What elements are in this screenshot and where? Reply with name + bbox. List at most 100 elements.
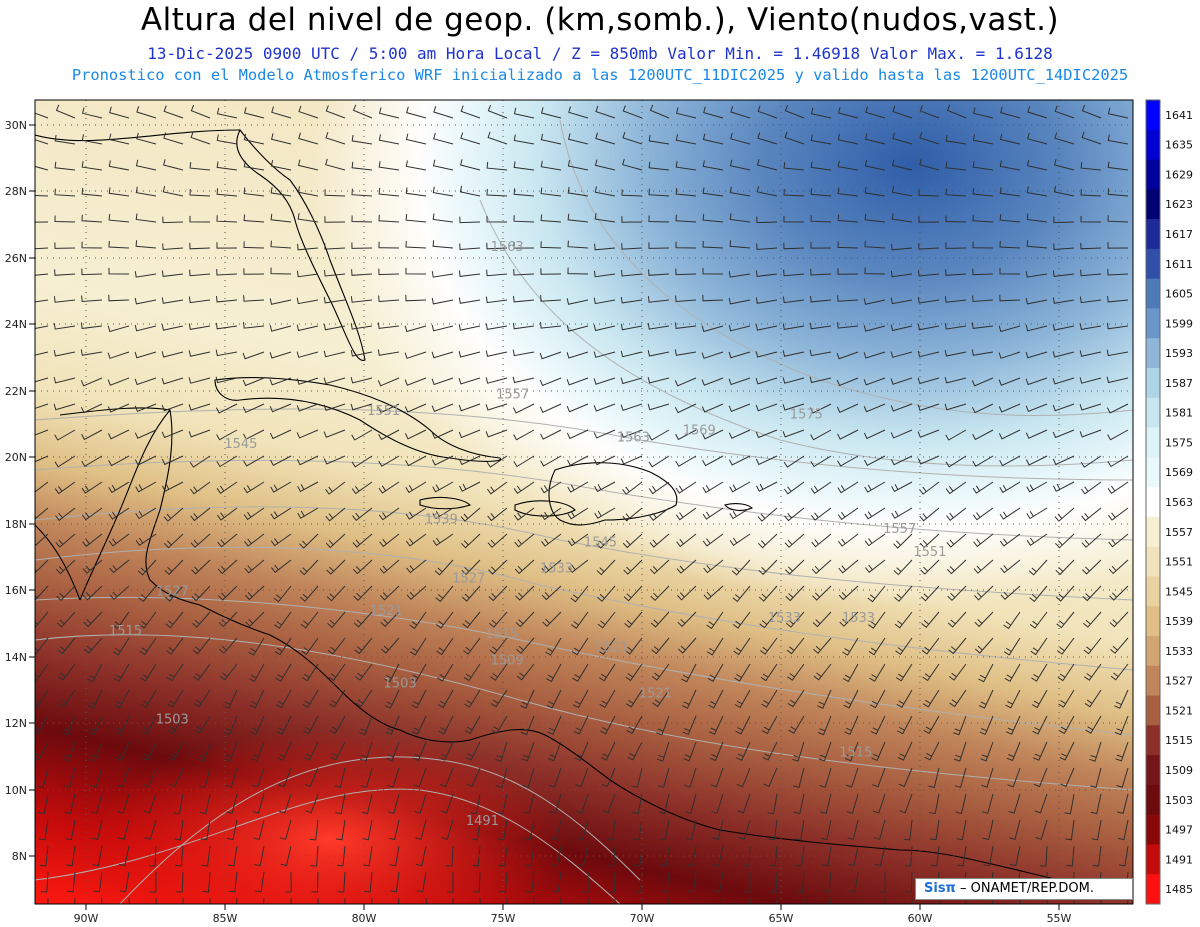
wind-barb	[81, 107, 103, 119]
wind-barb	[109, 559, 130, 574]
wind-barb	[917, 403, 940, 412]
wind-barb	[140, 689, 157, 709]
wind-barb	[620, 403, 643, 412]
wind-barb	[945, 455, 967, 468]
wind-barb	[674, 322, 697, 329]
wind-barb	[271, 559, 292, 574]
wind-barb	[244, 585, 265, 601]
contour-label: 1521	[370, 604, 403, 619]
wind-barb	[622, 105, 643, 119]
wind-barb	[784, 533, 805, 548]
wind-barb	[354, 663, 373, 681]
wind-barb	[812, 611, 832, 628]
wind-barb	[593, 403, 616, 412]
colorbar-label: 1611	[1165, 258, 1193, 271]
wind-barb	[485, 296, 508, 304]
wind-barb	[602, 793, 616, 814]
wind-barb	[566, 325, 589, 332]
wind-barb	[917, 350, 940, 358]
wind-barb	[1025, 297, 1048, 305]
wind-barb	[795, 845, 805, 867]
wind-barb	[864, 267, 886, 275]
wind-barb	[81, 268, 103, 276]
wind-barb	[757, 132, 778, 145]
wind-barb	[874, 845, 886, 867]
wind-barb	[323, 296, 346, 304]
wind-barb	[675, 107, 697, 119]
wind-barb	[702, 481, 724, 494]
wind-barb	[496, 793, 508, 815]
colorbar: 1641 1635 1629 1623 1617 1611 1605 1599 1593 1587…	[1145, 99, 1193, 905]
wind-barb	[1025, 455, 1048, 466]
wind-barb	[108, 533, 130, 547]
wind-barb	[116, 767, 130, 788]
wind-barb	[782, 403, 805, 411]
wind-barb	[227, 845, 238, 867]
wind-barb	[1004, 663, 1021, 682]
wind-barb	[1080, 481, 1102, 495]
wind-barb	[904, 845, 913, 867]
wind-barb	[1108, 533, 1129, 548]
wind-barb	[1080, 455, 1102, 468]
wind-barb	[1079, 323, 1102, 330]
wind-barb	[822, 871, 832, 893]
wind-barb	[189, 215, 211, 223]
wind-barb	[863, 429, 886, 440]
wind-barb	[446, 871, 454, 893]
wind-barb	[760, 663, 778, 682]
wind-barb	[675, 134, 697, 145]
wind-barb	[351, 215, 373, 223]
wind-barb	[649, 104, 670, 119]
wind-barb	[485, 403, 508, 411]
wind-barb	[439, 767, 454, 788]
wind-barb	[1106, 403, 1129, 414]
wind-barb	[458, 270, 481, 277]
wind-barb	[432, 240, 454, 249]
wind-barb	[379, 559, 400, 574]
wind-barb	[549, 793, 562, 814]
wind-barb	[1026, 213, 1048, 223]
wind-barb	[323, 377, 346, 385]
wind-barb	[1007, 767, 1021, 788]
map-plot-area: 1563 1557 1551 1545 1563 1569 1575 1557 1551 1545…	[35, 100, 1133, 904]
wind-barb	[810, 188, 832, 197]
wind-barb	[249, 689, 265, 709]
wind-barb	[972, 481, 994, 494]
wind-barb	[463, 637, 481, 655]
wind-barb	[513, 455, 535, 468]
wind-barb	[864, 481, 886, 493]
wind-barb	[623, 585, 643, 602]
wind-barb	[516, 637, 535, 654]
wind-barb	[796, 871, 805, 893]
wind-barb	[433, 132, 454, 145]
wind-barb	[270, 186, 292, 197]
wind-barb	[90, 767, 103, 788]
wind-barb	[35, 429, 49, 436]
wind-barb	[514, 533, 535, 548]
lon-tick-label: 65W	[769, 912, 794, 925]
wind-barb	[227, 819, 238, 841]
wind-barb	[513, 215, 535, 223]
wind-barb	[728, 271, 751, 278]
wind-barb	[218, 585, 238, 601]
contour-label: 1509	[491, 653, 524, 668]
wind-barb	[243, 322, 265, 329]
wind-barb	[792, 741, 805, 762]
wind-barb	[161, 403, 184, 412]
wind-barb	[1052, 455, 1075, 466]
wind-barb	[897, 741, 913, 761]
wind-barb	[918, 243, 940, 250]
wind-barb	[625, 663, 643, 682]
wind-barb	[631, 767, 643, 789]
wind-barb	[755, 324, 778, 331]
wind-barb	[566, 298, 589, 305]
wind-barb	[57, 663, 76, 681]
wind-barb	[1025, 403, 1048, 413]
wind-barb	[675, 241, 697, 249]
wind-barb	[1110, 637, 1129, 654]
wind-barb	[593, 377, 616, 385]
contour-label: 1515	[485, 627, 518, 642]
wind-barb	[810, 242, 832, 249]
wind-barb	[865, 559, 886, 574]
wind-barb	[275, 663, 292, 682]
